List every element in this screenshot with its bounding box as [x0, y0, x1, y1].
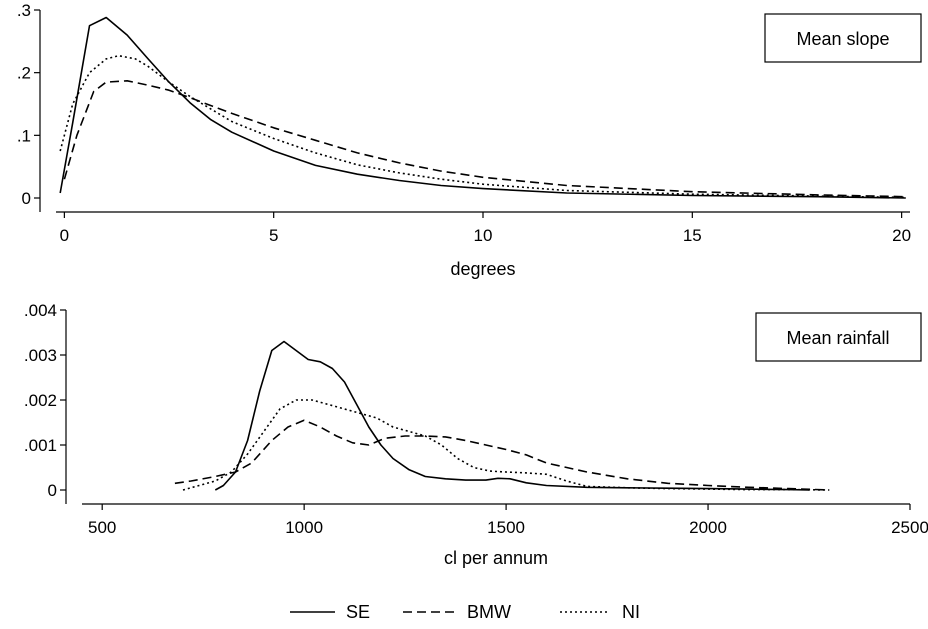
slope-x-tick-label: 20 [892, 226, 911, 245]
rainfall-y-tick-label: 0 [48, 481, 57, 500]
slope-series-group [59, 16, 906, 199]
legend-label-se: SE [346, 602, 370, 622]
rainfall-y-tick-label: .001 [24, 436, 57, 455]
slope-annotation-label: Mean slope [796, 29, 889, 49]
slope-x-tick-label: 0 [60, 226, 69, 245]
rainfall-x-tick-label: 2000 [689, 518, 727, 537]
rainfall-x-tick-label: 500 [88, 518, 116, 537]
slope-y-tick-label: 0 [22, 189, 31, 208]
slope-x-axis-title: degrees [450, 259, 515, 279]
legend: SE BMW NI [290, 602, 640, 622]
rainfall-annotation-label: Mean rainfall [786, 328, 889, 348]
slope-x-tick-label: 5 [269, 226, 278, 245]
slope-y-tick-label: .3 [17, 1, 31, 20]
rainfall-x-tick-label: 1500 [487, 518, 525, 537]
rainfall-y-tick-label: .003 [24, 346, 57, 365]
rainfall-x-tick-label: 2500 [891, 518, 928, 537]
rainfall-y-ticks: 0 .001 .002 .003 .004 [24, 301, 66, 500]
rainfall-annotation-box [755, 312, 922, 362]
slope-series-se-line [59, 16, 906, 199]
slope-series-ni-line [59, 54, 906, 199]
legend-label-bmw: BMW [467, 602, 511, 622]
rainfall-y-tick-label: .004 [24, 301, 57, 320]
slope-x-tick-label: 15 [683, 226, 702, 245]
rainfall-panel: 0 .001 .002 .003 .004 500 1000 1500 2000 2500 cl… [24, 301, 928, 568]
rainfall-x-axis-title: cl per annum [444, 548, 548, 568]
rainfall-series-group [174, 340, 830, 491]
slope-y-ticks: 0 .1 .2 .3 [17, 1, 40, 208]
slope-annotation-box [764, 13, 922, 63]
rainfall-series-se-line [214, 340, 810, 491]
slope-panel: 0 .1 .2 .3 0 5 10 15 20 degrees Mean slope [17, 1, 922, 279]
rainfall-y-tick-label: .002 [24, 391, 57, 410]
slope-series-bmw-line [63, 80, 906, 198]
slope-x-ticks: 0 5 10 15 20 [60, 212, 911, 245]
legend-label-ni: NI [622, 602, 640, 622]
rainfall-x-tick-label: 1000 [285, 518, 323, 537]
rainfall-x-ticks: 500 1000 1500 2000 2500 [88, 504, 928, 537]
rainfall-series-bmw-line [174, 419, 830, 491]
slope-y-tick-label: .1 [17, 126, 31, 145]
slope-y-tick-label: .2 [17, 64, 31, 83]
rainfall-series-ni-line [182, 399, 830, 491]
slope-x-tick-label: 10 [474, 226, 493, 245]
